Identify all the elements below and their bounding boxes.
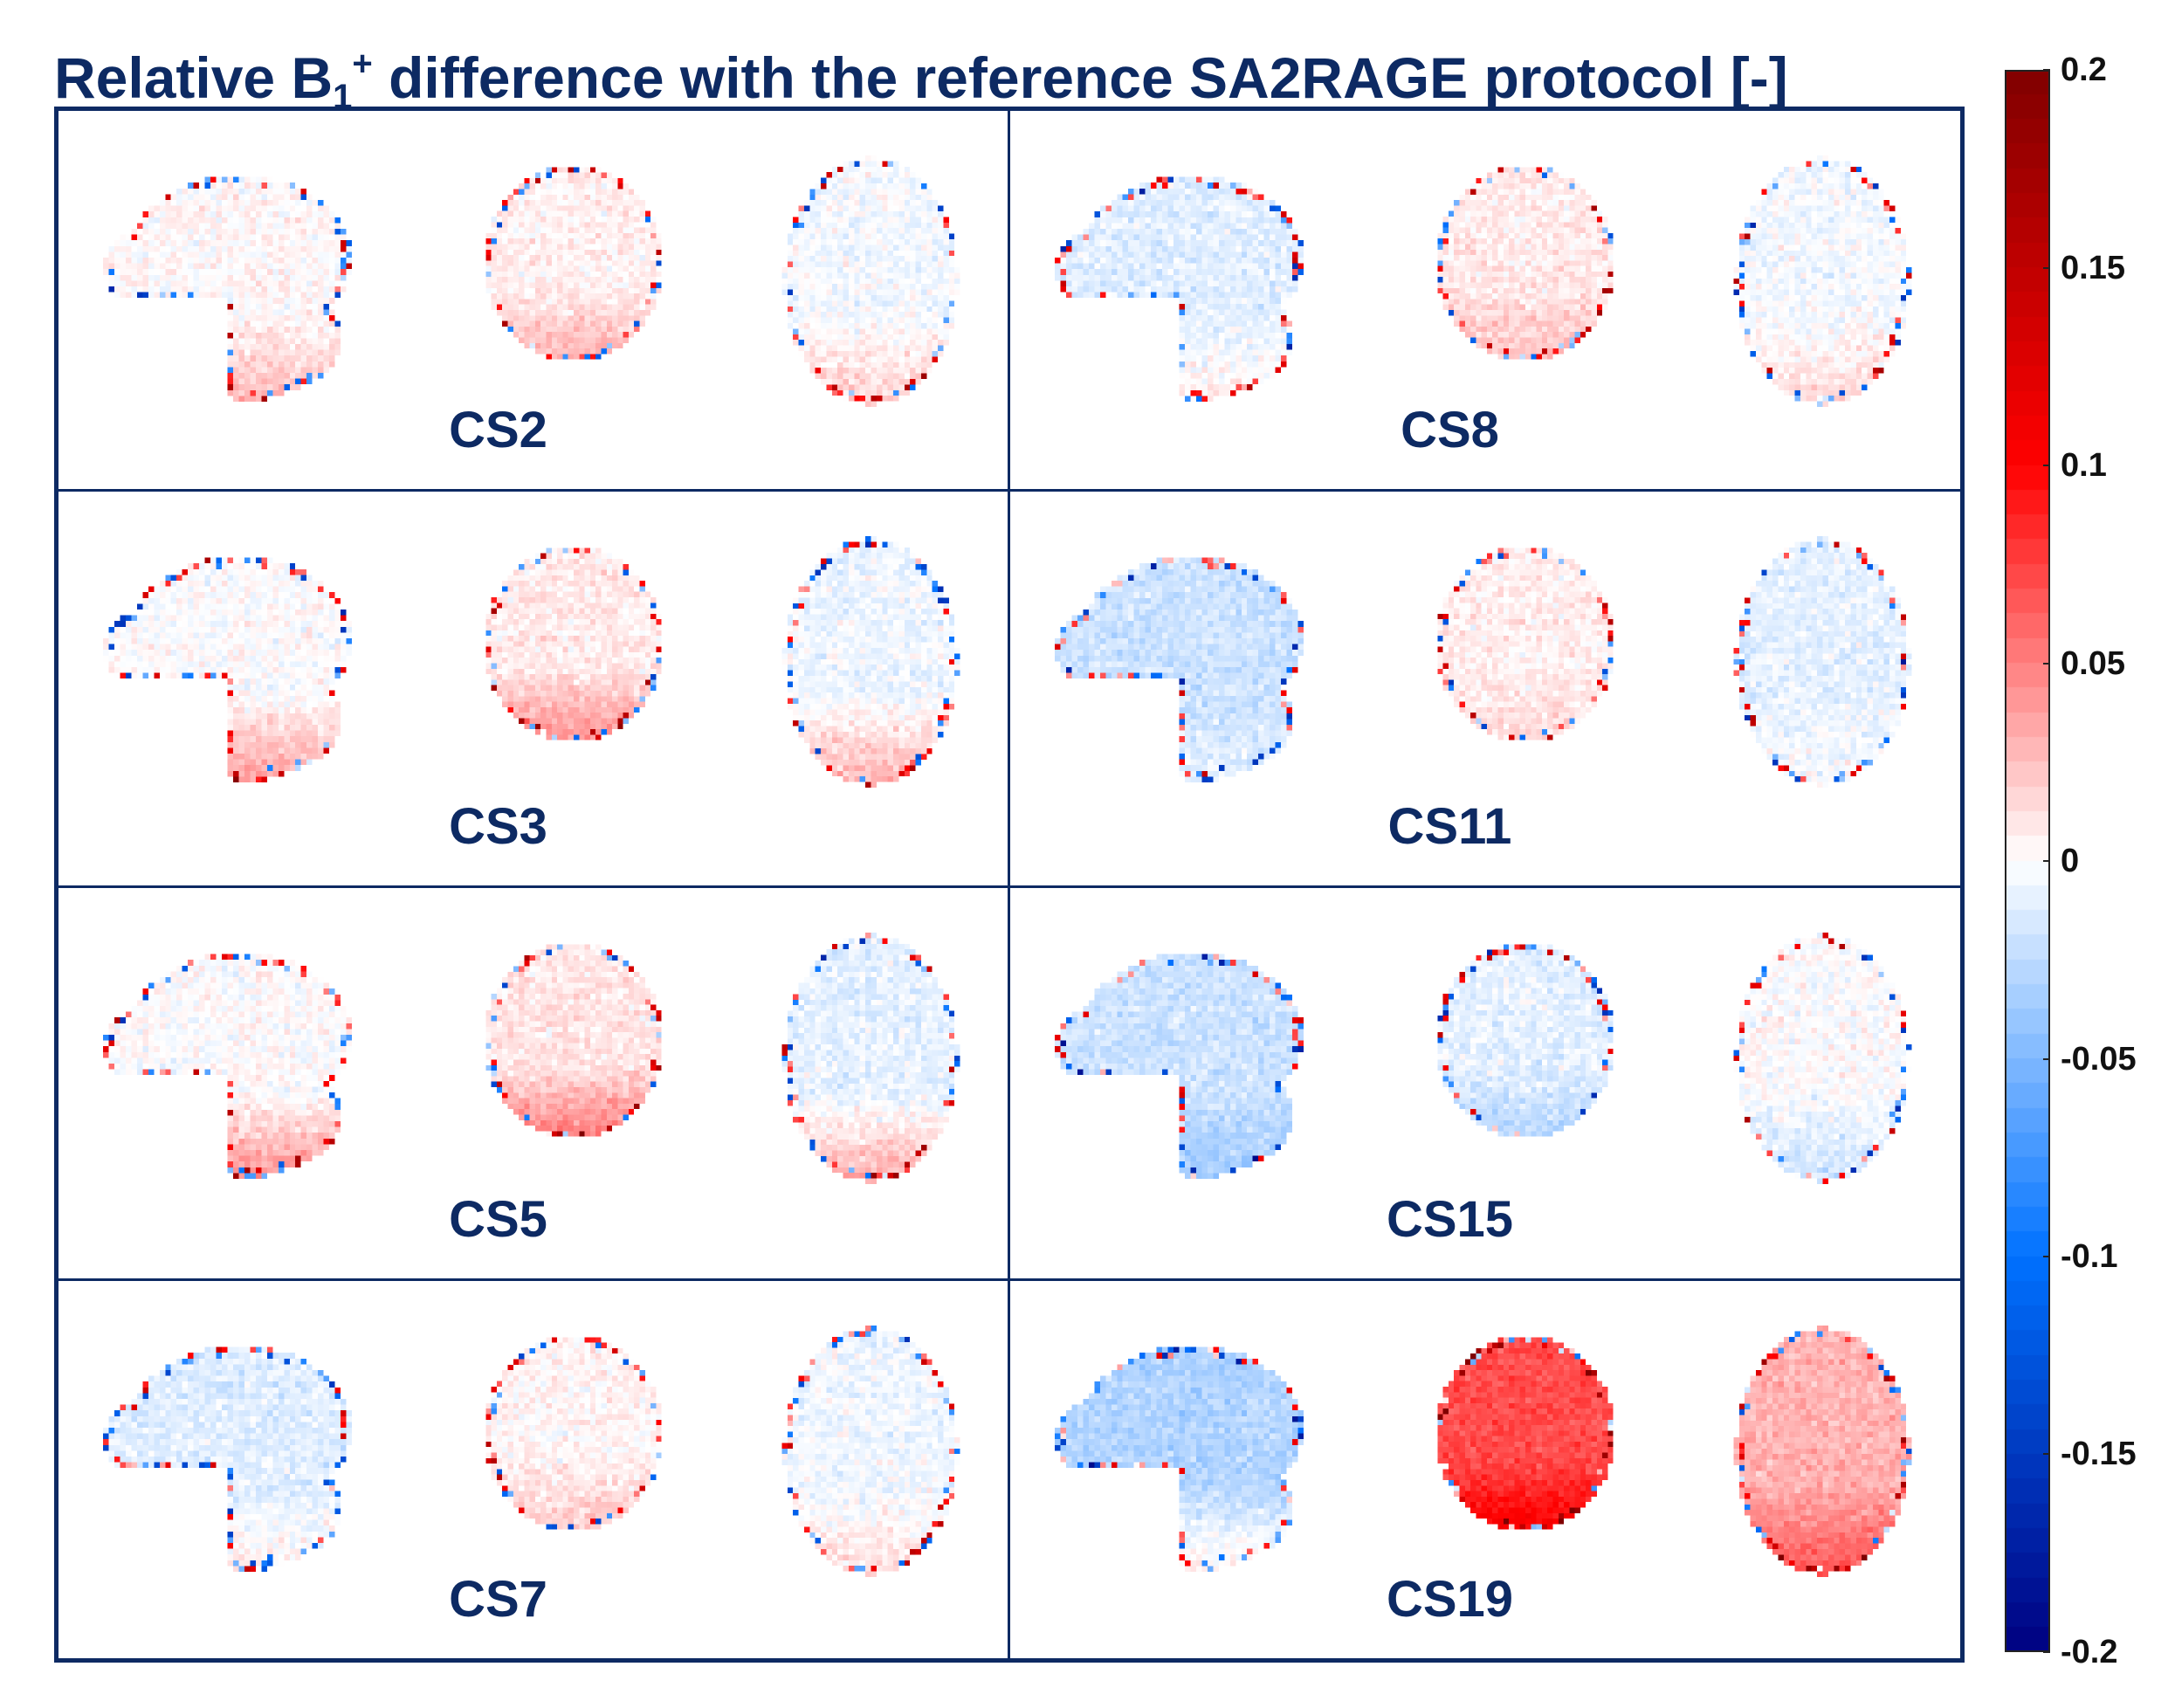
- colorbar-gradient: [2005, 70, 2050, 1652]
- subject-label-cs7: CS7: [449, 1571, 547, 1628]
- slice-cs15-sagittal: [1055, 948, 1304, 1179]
- slice-cs3-sagittal: [103, 552, 353, 782]
- colorbar-tick-mark: [2043, 267, 2050, 269]
- vertical-divider: [1008, 111, 1010, 1658]
- colorbar-tick-mark: [2043, 69, 2050, 71]
- slice-cs2-coronal: [480, 162, 667, 365]
- colorbar-tick-label: -0.15: [2061, 1436, 2137, 1472]
- subject-label-cs5: CS5: [449, 1191, 547, 1248]
- colorbar-tick-label: 0.2: [2061, 52, 2107, 88]
- colorbar-tick-label: 0.05: [2061, 645, 2125, 682]
- slice-cs2-axial: [776, 155, 967, 408]
- colorbar-tick-mark: [2043, 663, 2050, 665]
- slice-cs11-coronal: [1432, 542, 1619, 746]
- slice-cs15-axial: [1728, 933, 1918, 1185]
- slice-cs7-sagittal: [103, 1341, 353, 1572]
- subject-label-cs3: CS3: [449, 798, 547, 855]
- colorbar-tick-label: 0.1: [2061, 447, 2107, 484]
- subject-label-cs8: CS8: [1401, 402, 1499, 458]
- colorbar-tick-label: 0: [2061, 843, 2080, 879]
- horizontal-divider-3: [59, 1278, 1960, 1281]
- colorbar-tick-mark: [2043, 1453, 2050, 1455]
- colorbar-tick-mark: [2043, 1256, 2050, 1257]
- subject-label-cs11: CS11: [1387, 798, 1512, 855]
- slice-cs15-coronal: [1432, 939, 1619, 1142]
- subject-label-cs2: CS2: [449, 402, 547, 458]
- slice-cs19-axial: [1728, 1326, 1918, 1578]
- slice-cs5-sagittal: [103, 948, 353, 1179]
- colorbar-tick-label: -0.05: [2061, 1041, 2137, 1078]
- slice-cs2-sagittal: [103, 171, 353, 402]
- panel-grid-frame: [54, 107, 1965, 1663]
- subject-label-cs19: CS19: [1386, 1571, 1514, 1628]
- figure-title: Relative B1+ difference with the referen…: [54, 45, 1788, 116]
- horizontal-divider-1: [59, 489, 1960, 492]
- colorbar-tick-mark: [2043, 1651, 2050, 1653]
- slice-cs3-axial: [776, 536, 967, 789]
- slice-cs11-sagittal: [1055, 552, 1304, 782]
- slice-cs5-coronal: [480, 939, 667, 1142]
- slice-cs3-coronal: [480, 542, 667, 746]
- slice-cs5-axial: [776, 933, 967, 1185]
- slice-cs7-coronal: [480, 1332, 667, 1535]
- slice-cs8-axial: [1728, 155, 1918, 408]
- slice-cs19-sagittal: [1055, 1341, 1304, 1572]
- slice-cs19-coronal: [1432, 1332, 1619, 1535]
- colorbar-tick-label: -0.2: [2061, 1634, 2118, 1670]
- slice-cs11-axial: [1728, 536, 1918, 789]
- slice-cs8-sagittal: [1055, 171, 1304, 402]
- horizontal-divider-2: [59, 885, 1960, 888]
- colorbar-tick-label: 0.15: [2061, 250, 2125, 286]
- colorbar-tick-mark: [2043, 465, 2050, 466]
- subject-label-cs15: CS15: [1386, 1191, 1514, 1248]
- colorbar-tick-label: -0.1: [2061, 1238, 2118, 1275]
- slice-cs7-axial: [776, 1326, 967, 1578]
- colorbar-tick-mark: [2043, 1058, 2050, 1060]
- colorbar-tick-mark: [2043, 860, 2050, 862]
- slice-cs8-coronal: [1432, 162, 1619, 365]
